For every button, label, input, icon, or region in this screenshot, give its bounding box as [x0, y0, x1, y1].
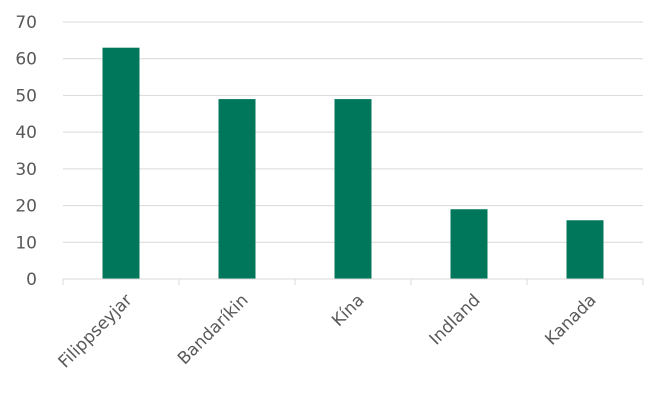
y-tick-label: 70 — [15, 13, 37, 33]
y-tick-label: 20 — [15, 197, 37, 217]
y-tick-label: 40 — [15, 123, 37, 143]
x-category-label: Bandaríkin — [174, 290, 253, 369]
y-tick-label: 10 — [15, 233, 37, 253]
x-category-label: Kanada — [541, 290, 600, 349]
y-tick-label: 0 — [26, 270, 37, 290]
bar-bandaríkin — [218, 99, 256, 279]
x-axis — [62, 278, 644, 285]
bar-kína — [334, 99, 372, 279]
y-tick-label: 30 — [15, 160, 37, 180]
bar-filippseyjar — [102, 47, 140, 280]
bars — [102, 47, 604, 280]
x-category-label: Indland — [426, 290, 485, 349]
x-axis-category-labels: Filippseyjar Bandaríkin Kína Indland Kanada — [55, 290, 601, 372]
x-category-label: Filippseyjar — [55, 290, 137, 372]
bar-kanada — [566, 220, 604, 279]
y-tick-label: 50 — [15, 86, 37, 106]
y-axis-tick-labels: 0 10 20 30 40 50 60 70 — [15, 13, 37, 290]
y-tick-label: 60 — [15, 50, 37, 70]
x-category-label: Kína — [328, 290, 368, 330]
bar-indland — [450, 209, 488, 279]
